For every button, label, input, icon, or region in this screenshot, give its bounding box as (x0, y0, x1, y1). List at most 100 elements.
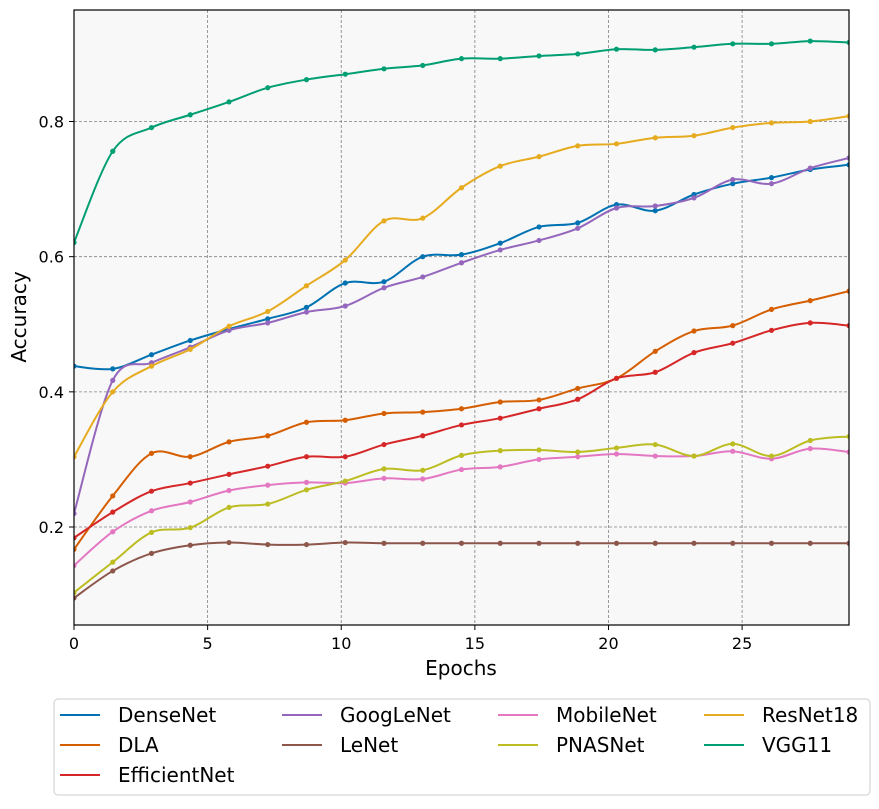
data-point-efficientnet (74, 535, 77, 541)
x-tick-label: 25 (732, 634, 752, 653)
data-point-lenet (575, 540, 581, 546)
data-point-vgg11 (420, 62, 426, 69)
data-point-efficientnet (846, 323, 849, 329)
legend-label-resnet18: ResNet18 (762, 703, 858, 727)
data-point-dla (691, 328, 697, 334)
data-point-vgg11 (846, 39, 849, 46)
data-point-resnet18 (148, 363, 155, 369)
data-point-mobilenet (497, 464, 503, 470)
data-point-dla (303, 419, 310, 425)
data-point-densenet (74, 363, 77, 369)
legend-label-mobilenet: MobileNet (556, 703, 657, 727)
data-point-mobilenet (613, 451, 620, 457)
data-point-dla (226, 439, 232, 445)
data-point-densenet (536, 224, 542, 230)
data-point-googlenet (458, 260, 465, 266)
data-point-efficientnet (342, 454, 348, 460)
data-point-efficientnet (303, 454, 310, 460)
data-point-mobilenet (381, 475, 387, 481)
data-point-pnasnet (110, 559, 116, 565)
data-point-pnasnet (536, 447, 542, 453)
data-point-pnasnet (420, 467, 426, 473)
data-point-mobilenet (187, 499, 193, 505)
data-point-pnasnet (652, 441, 658, 448)
data-point-googlenet (575, 225, 581, 231)
data-point-mobilenet (420, 476, 426, 482)
data-point-efficientnet (381, 441, 387, 448)
series-lenet (74, 539, 849, 601)
data-point-densenet (420, 254, 426, 260)
data-point-lenet (74, 595, 77, 601)
data-point-googlenet (730, 177, 736, 183)
data-point-lenet (536, 540, 542, 546)
data-point-mobilenet (730, 448, 736, 454)
data-point-dla (148, 450, 155, 456)
data-point-resnet18 (265, 308, 271, 315)
data-point-googlenet (807, 165, 813, 171)
data-point-googlenet (303, 309, 310, 315)
data-point-mobilenet (226, 487, 232, 494)
data-point-resnet18 (807, 118, 813, 125)
data-point-dla (536, 397, 542, 403)
data-point-mobilenet (110, 529, 116, 535)
data-point-mobilenet (807, 446, 813, 452)
data-point-dla (575, 385, 581, 392)
data-point-resnet18 (497, 163, 503, 169)
legend-label-lenet: LeNet (340, 733, 398, 757)
data-point-lenet (110, 568, 116, 574)
y-tick-label: 0.4 (39, 383, 64, 402)
series-vgg11 (74, 38, 849, 246)
data-point-googlenet (74, 510, 77, 517)
data-point-pnasnet (148, 529, 155, 536)
data-point-densenet (265, 316, 271, 322)
data-point-pnasnet (74, 589, 77, 596)
data-point-densenet (148, 352, 155, 358)
data-point-dla (497, 399, 503, 405)
data-point-pnasnet (226, 504, 232, 511)
data-point-vgg11 (381, 66, 387, 72)
data-point-pnasnet (265, 501, 271, 507)
y-axis-title: Accuracy (7, 271, 31, 362)
data-point-efficientnet (187, 480, 193, 486)
x-tick-label: 15 (465, 634, 485, 653)
data-point-efficientnet (458, 422, 465, 428)
data-point-lenet (381, 540, 387, 546)
data-point-vgg11 (74, 239, 77, 246)
legend-label-efficientnet: EfficientNet (118, 763, 235, 787)
data-point-googlenet (265, 320, 271, 326)
data-point-resnet18 (691, 133, 697, 139)
data-point-efficientnet (613, 375, 620, 381)
data-point-pnasnet (497, 448, 503, 454)
series-pnasnet (74, 433, 849, 596)
data-point-resnet18 (420, 215, 426, 221)
data-point-mobilenet (148, 508, 155, 514)
data-point-vgg11 (458, 56, 465, 62)
data-point-googlenet (691, 195, 697, 201)
data-point-vgg11 (730, 41, 736, 47)
data-point-mobilenet (303, 479, 310, 486)
data-point-densenet (768, 175, 775, 181)
legend-label-vgg11: VGG11 (762, 733, 832, 757)
data-point-googlenet (420, 274, 426, 280)
data-point-lenet (303, 541, 310, 548)
data-point-dla (187, 454, 193, 460)
data-point-efficientnet (265, 463, 271, 469)
data-point-efficientnet (497, 415, 503, 421)
data-point-densenet (497, 240, 503, 246)
data-point-pnasnet (342, 478, 348, 484)
data-point-resnet18 (226, 323, 232, 329)
data-point-vgg11 (575, 51, 581, 57)
data-point-resnet18 (303, 283, 310, 289)
data-point-vgg11 (187, 112, 193, 118)
data-point-dla (342, 417, 348, 423)
data-point-lenet (768, 540, 775, 546)
data-point-densenet (652, 208, 658, 214)
data-point-vgg11 (652, 47, 658, 53)
data-point-dla (458, 406, 465, 412)
data-point-dla (768, 306, 775, 312)
data-point-mobilenet (265, 482, 271, 488)
data-point-vgg11 (226, 99, 232, 105)
data-point-resnet18 (536, 154, 542, 160)
y-tick-label: 0.6 (39, 248, 64, 267)
